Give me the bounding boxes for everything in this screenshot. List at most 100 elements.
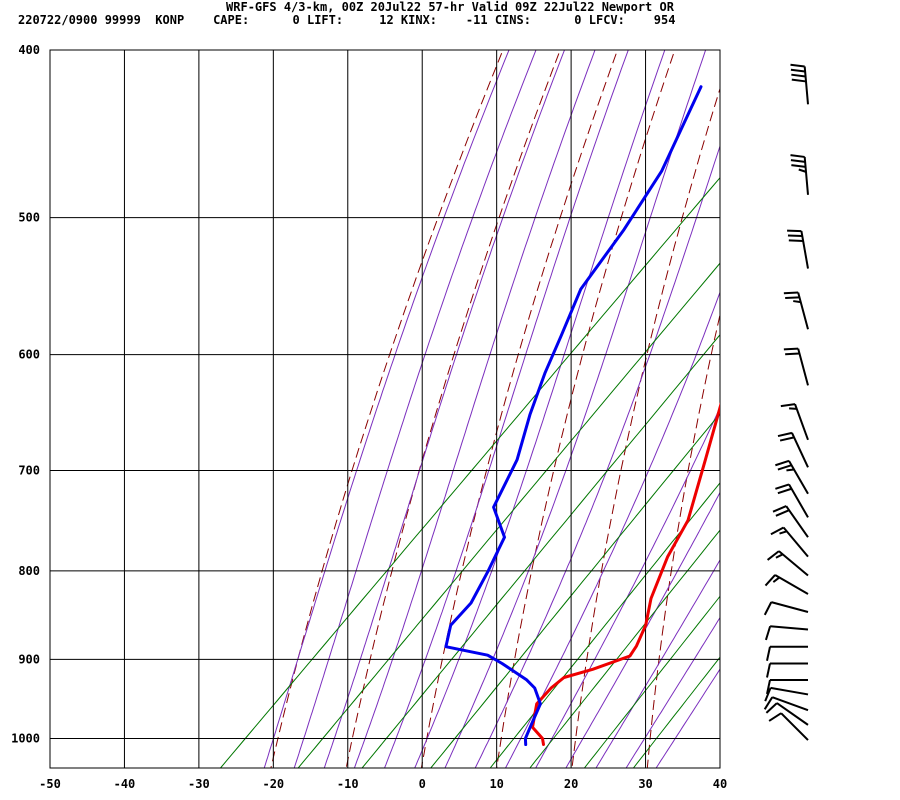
wind-barb-feather (775, 509, 790, 517)
y-tick-label: 700 (18, 464, 40, 478)
moist-adiabat (625, 616, 720, 768)
wind-barb-feather (785, 352, 800, 356)
wind-barb (766, 678, 808, 695)
wind-barb (783, 347, 809, 386)
wind-barb-feather (764, 687, 772, 702)
mixing-ratio-line (361, 334, 720, 768)
wind-barb-staff (788, 483, 809, 518)
wind-barb-feather (766, 663, 771, 678)
wind-barb (766, 662, 808, 678)
wind-barb-staff (778, 550, 809, 577)
mixing-ratio-line (632, 656, 720, 768)
wind-barb (768, 712, 809, 741)
background-lines (219, 12, 900, 783)
wind-barb-feather (790, 63, 805, 68)
wind-barb (772, 505, 809, 538)
wind-barb-staff (797, 348, 809, 386)
wind-barb-feather (791, 78, 807, 83)
moist-adiabat (263, 50, 510, 768)
wind-barb (783, 291, 809, 330)
wind-barb (790, 154, 809, 195)
moist-adiabat (293, 50, 537, 768)
wind-barb (766, 550, 809, 577)
x-tick-label: -30 (188, 777, 210, 791)
x-tick-label: 40 (713, 777, 727, 791)
sounding-indices: 220722/0900 99999 KONP CAPE: 0 LIFT: 12 … (18, 13, 676, 27)
moist-adiabat (474, 144, 720, 768)
dry-adiabat (873, 12, 900, 783)
moist-adiabat (414, 50, 666, 768)
mixing-ratio-line (583, 595, 720, 768)
y-tick-label: 400 (18, 43, 40, 57)
wind-barb-feather (766, 550, 780, 561)
dry-adiabat (571, 86, 720, 768)
wind-barb-feather (793, 300, 801, 304)
wind-barb-feather (790, 154, 805, 158)
y-tick-label: 900 (18, 652, 40, 666)
wind-barb-feather (772, 576, 781, 583)
wind-barb-feather (780, 403, 796, 408)
x-tick-label: 30 (638, 777, 652, 791)
mixing-ratio-line (430, 412, 720, 768)
wind-barb-staff (794, 403, 809, 441)
wind-barb (780, 403, 809, 441)
wind-barb-staff (771, 601, 809, 613)
wind-barb-staff (800, 230, 809, 269)
wind-barb-feather (786, 468, 795, 472)
wind-barb-staff (770, 686, 809, 696)
wind-barb-staff (788, 460, 809, 495)
wind-barb-feather (766, 646, 771, 661)
x-tick-label: -50 (39, 777, 61, 791)
wind-barb-feather (779, 530, 788, 535)
x-tick-label: 10 (489, 777, 503, 791)
wind-barb-feather (772, 505, 787, 513)
wind-barb-feather (777, 464, 792, 471)
y-tick-label: 500 (18, 211, 40, 225)
wind-barb-feather (783, 291, 799, 295)
dry-adiabat (797, 12, 900, 783)
wind-barb-feather (777, 431, 793, 438)
wind-barb (775, 483, 809, 518)
mixing-ratio-line (219, 176, 720, 768)
dry-adiabat (270, 50, 504, 768)
wind-barb-feather (770, 526, 785, 536)
dry-adiabat (496, 50, 676, 768)
wind-barb (770, 526, 809, 558)
wind-barb-staff (771, 696, 809, 712)
wind-barb (775, 459, 809, 495)
moist-adiabat (565, 491, 720, 768)
wind-barb-staff (780, 712, 809, 741)
wind-barb-feather (783, 347, 799, 351)
wind-barb (765, 702, 809, 726)
wind-barb-feather (763, 696, 774, 710)
wind-barb-feather (779, 436, 795, 442)
y-tick-label: 1000 (11, 732, 40, 746)
wind-barb-feather (766, 679, 771, 695)
dewpoint-line (444, 85, 703, 746)
wind-barb-feather (775, 553, 784, 559)
wind-barb-feather (788, 239, 804, 242)
wind-barb-feather (765, 702, 778, 714)
mixing-ratio-line (489, 482, 720, 768)
chart-title: WRF-GFS 4/3-km, 00Z 20Jul22 57-hr Valid … (226, 0, 674, 14)
moist-adiabat (595, 559, 720, 768)
wind-barb (764, 686, 809, 702)
moist-adiabat (383, 50, 629, 768)
sounding-traces (444, 85, 720, 746)
dry-adiabat (420, 50, 619, 768)
moist-adiabat (444, 50, 707, 768)
mixing-ratio-line (529, 529, 720, 768)
wind-barb-staff (776, 702, 809, 726)
dry-adiabat (345, 50, 561, 768)
wind-barb (787, 229, 809, 269)
wind-barb-feather (785, 296, 800, 300)
moist-adiabat (353, 50, 596, 768)
wind-barb-staff (785, 505, 809, 538)
x-tick-label: -40 (114, 777, 136, 791)
temperature-line (531, 402, 720, 746)
isobar-isotherm-grid (49, 49, 721, 769)
x-tick-label: -10 (337, 777, 359, 791)
y-tick-label: 800 (18, 564, 40, 578)
wind-barb-staff (791, 432, 809, 468)
x-tick-label: -20 (262, 777, 284, 791)
